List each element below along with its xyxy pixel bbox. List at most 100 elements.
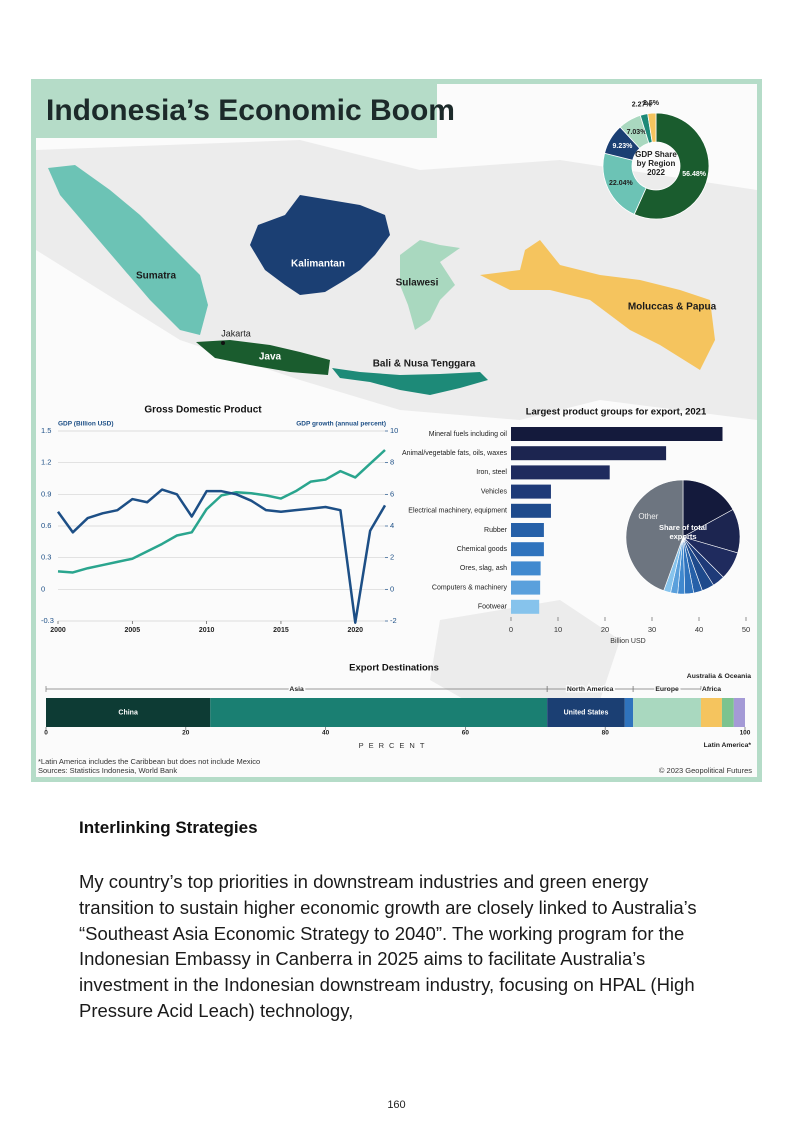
y-axis-label: GDP (Billion USD) xyxy=(58,421,114,428)
kalimantan-shape xyxy=(250,195,390,295)
credit: © 2023 Geopolitical Futures xyxy=(659,766,752,775)
segment-label: China xyxy=(118,709,138,716)
title-box xyxy=(36,84,437,138)
x-tick-label: 2015 xyxy=(273,627,289,634)
bar xyxy=(511,484,551,499)
donut-label: 7.03% xyxy=(627,129,648,136)
category-label: Chemical goods xyxy=(457,546,508,553)
group-label: North America xyxy=(567,686,614,693)
java-shape xyxy=(196,340,330,375)
infographic: Indonesia’s Economic Boom Sumatra Kalima… xyxy=(31,79,762,782)
x-tick-label: 2020 xyxy=(347,627,363,634)
sulawesi-shape xyxy=(400,240,460,330)
bar xyxy=(511,561,541,576)
x-tick-label: 20 xyxy=(182,730,190,737)
y2-axis-label: GDP growth (annual percent) xyxy=(296,421,386,428)
x-tick-label: 50 xyxy=(742,625,750,634)
map-label: Java xyxy=(259,352,282,363)
group-label: Asia xyxy=(289,686,304,693)
bar-segment xyxy=(700,698,722,727)
paragraph: My country’s top priorities in downstrea… xyxy=(79,871,697,1021)
group-label: Latin America* xyxy=(704,742,752,749)
x-tick-label: 100 xyxy=(740,730,751,737)
pie-segment xyxy=(625,479,684,592)
chart-title: Gross Domestic Product xyxy=(144,405,262,416)
donut-label: 56.48% xyxy=(682,171,707,178)
section-heading: Interlinking Strategies xyxy=(79,818,258,837)
donut-label: 22.04% xyxy=(609,180,634,187)
category-label: Computers & machinery xyxy=(432,584,508,591)
pie-center: Share of total exports xyxy=(659,524,707,541)
donut-segment xyxy=(647,112,657,143)
bar xyxy=(511,599,540,614)
category-label: Mineral fuels including oil xyxy=(429,431,508,438)
bar-segment xyxy=(733,698,745,727)
y-tick-label: 1.2 xyxy=(41,458,51,467)
footnote: *Latin America includes the Caribbean bu… xyxy=(38,757,260,766)
x-tick-label: 10 xyxy=(554,625,562,634)
bar xyxy=(511,523,544,537)
bar-segment xyxy=(633,698,701,727)
map-label: Kalimantan xyxy=(291,259,345,270)
x-tick-label: 30 xyxy=(648,625,656,634)
line-series xyxy=(57,449,386,574)
bar xyxy=(511,542,544,557)
pie-label: Other xyxy=(638,512,658,521)
donut-label: 2.5% xyxy=(643,100,660,107)
donut-segment xyxy=(633,112,710,220)
group-label: Australia & Oceania xyxy=(687,673,751,680)
category-label: Animal/vegetable fats, oils, waxes xyxy=(402,450,508,457)
group-label: Africa xyxy=(702,686,721,693)
y2-tick-label: 4 xyxy=(390,521,394,530)
category-label: Electrical machinery, equipment xyxy=(408,508,507,515)
bar xyxy=(511,503,551,518)
map-label: Sumatra xyxy=(136,271,176,282)
category-label: Vehicles xyxy=(481,488,508,495)
donut-label: 2.27% xyxy=(632,101,653,108)
category-label: Ores, slag, ash xyxy=(460,565,507,572)
x-axis-label: PERCENT xyxy=(359,741,430,750)
y2-tick-label: 2 xyxy=(390,553,394,562)
y2-tick-label: 6 xyxy=(390,489,394,498)
x-tick-label: 60 xyxy=(462,730,470,737)
bar xyxy=(511,427,723,441)
y2-tick-label: 8 xyxy=(390,458,394,467)
pie-layer: Other xyxy=(625,479,741,595)
group-label: Europe xyxy=(655,686,679,693)
category-label: Rubber xyxy=(484,527,508,534)
pie-title: Share of total exports xyxy=(659,524,707,541)
x-tick-label: 2010 xyxy=(199,627,215,634)
x-tick-label: 40 xyxy=(695,625,703,634)
x-tick-label: 80 xyxy=(602,730,610,737)
chart-title: Export Destinations xyxy=(349,663,439,674)
infographic-title: Indonesia’s Economic Boom xyxy=(46,94,455,127)
bar-segment xyxy=(721,698,734,727)
jakarta-dot xyxy=(221,341,225,345)
y-tick-label: 1.5 xyxy=(41,426,51,435)
bali-nusa-shape xyxy=(332,368,488,395)
chart-title: Largest product groups for export, 2021 xyxy=(526,407,707,418)
y2-tick-label: -2 xyxy=(390,616,397,625)
category-label: Footwear xyxy=(478,604,508,611)
line-series xyxy=(56,488,387,624)
y-tick-label: -0.3 xyxy=(41,616,54,625)
page-number: 160 xyxy=(387,1099,406,1111)
donut-title: GDP Share by Region 2022 xyxy=(635,150,677,178)
x-tick-label: 40 xyxy=(322,730,330,737)
sumatra-shape xyxy=(48,165,208,335)
bar xyxy=(511,465,610,480)
x-tick-label: 0 xyxy=(44,730,48,737)
moluccas-papua-shape xyxy=(480,240,715,370)
pie-segment xyxy=(682,479,734,538)
map-label: Jakarta xyxy=(221,328,251,338)
bar xyxy=(511,580,541,595)
sources: Sources: Statistics Indonesia, World Ban… xyxy=(38,766,177,775)
y-tick-label: 0.3 xyxy=(41,553,51,562)
map-label: Sulawesi xyxy=(396,278,439,289)
y-tick-label: 0 xyxy=(41,584,45,593)
map-label: Moluccas & Papua xyxy=(628,302,717,313)
x-tick-label: 0 xyxy=(509,625,513,634)
x-tick-label: 20 xyxy=(601,625,609,634)
x-tick-label: 2000 xyxy=(50,627,66,634)
